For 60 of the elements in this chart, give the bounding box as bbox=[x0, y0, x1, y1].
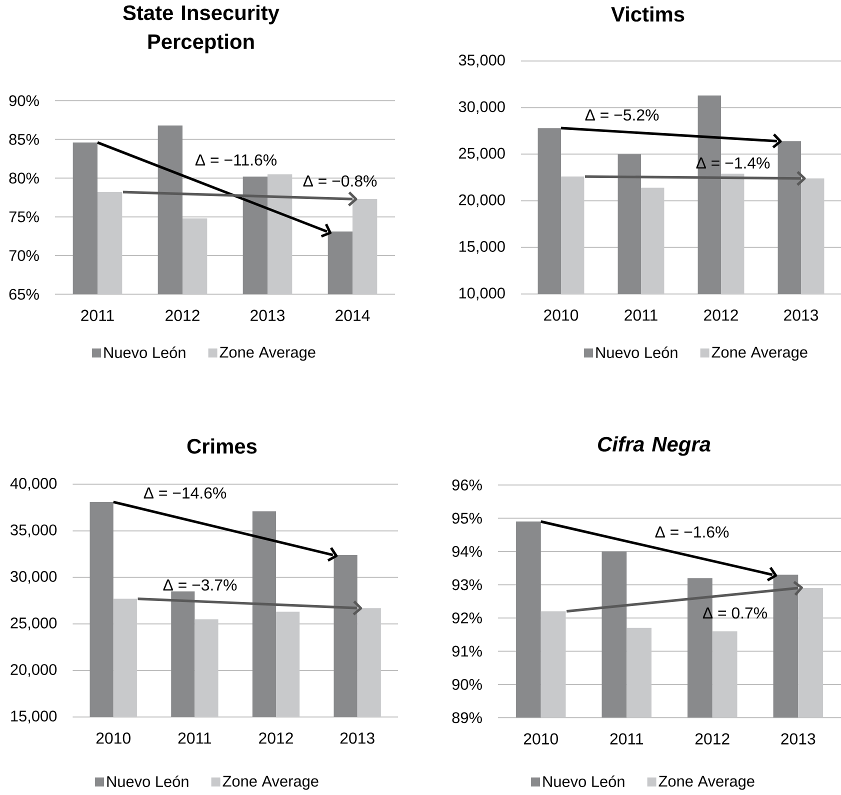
annotation: Δ = −0.8% bbox=[303, 175, 377, 187]
y-tick-label: 20,000 bbox=[459, 194, 505, 208]
y-tick-label: 25,000 bbox=[459, 148, 505, 161]
x-tick-label: 2010 bbox=[524, 733, 558, 744]
x-tick-label: 2013 bbox=[781, 733, 816, 744]
y-tick-label: 94% bbox=[452, 546, 482, 557]
x-tick-label: 2012 bbox=[166, 310, 200, 322]
x-tick-label: 2014 bbox=[336, 310, 370, 322]
legend-label: Nuevo León bbox=[596, 346, 678, 358]
legend-label: Nuevo León bbox=[543, 776, 624, 788]
y-tick-label: 70% bbox=[9, 250, 39, 262]
y-tick-label: 90% bbox=[452, 678, 482, 690]
chart-title: Crimes bbox=[187, 438, 257, 454]
y-tick-label: 95% bbox=[452, 512, 482, 524]
y-tick-label: 20,000 bbox=[10, 664, 57, 677]
y-tick-label: 15,000 bbox=[459, 241, 505, 254]
annotation: Δ = −5.2% bbox=[585, 109, 659, 121]
y-tick-label: 89% bbox=[452, 712, 482, 724]
x-tick-label: 2013 bbox=[340, 732, 374, 744]
y-tick-label: 75% bbox=[9, 211, 39, 222]
y-tick-label: 96% bbox=[452, 480, 482, 490]
x-tick-label: 2013 bbox=[784, 310, 818, 321]
legend-label: Zone Average bbox=[658, 776, 754, 790]
y-tick-label: 10,000 bbox=[459, 288, 505, 300]
y-tick-label: 15,000 bbox=[11, 710, 57, 724]
annotation: Δ = −1.6% bbox=[655, 526, 729, 538]
annotation: Δ = −14.6% bbox=[144, 487, 226, 499]
chart-title: Cifra Negra bbox=[598, 436, 710, 456]
x-tick-label: 2013 bbox=[250, 310, 285, 322]
y-tick-label: 30,000 bbox=[10, 570, 57, 584]
y-tick-label: 90% bbox=[9, 95, 39, 106]
legend-label: Nuevo León bbox=[104, 346, 186, 358]
chart-title: State Insecurity Perception bbox=[123, 4, 280, 54]
legend-label: Zone Average bbox=[222, 776, 318, 790]
x-tick-label: 2011 bbox=[624, 310, 658, 321]
y-tick-label: 85% bbox=[9, 134, 39, 145]
y-tick-label: 30,000 bbox=[458, 101, 505, 114]
y-tick-label: 65% bbox=[9, 288, 39, 300]
x-tick-label: 2010 bbox=[96, 732, 130, 744]
x-tick-label: 2012 bbox=[695, 733, 730, 744]
x-tick-label: 2012 bbox=[704, 310, 738, 321]
x-tick-label: 2012 bbox=[259, 732, 293, 744]
y-tick-label: 25,000 bbox=[10, 618, 57, 630]
x-tick-label: 2010 bbox=[544, 310, 578, 321]
y-tick-label: 40,000 bbox=[10, 478, 57, 491]
legend-label: Zone Average bbox=[712, 346, 808, 361]
y-tick-label: 35,000 bbox=[10, 524, 57, 538]
x-tick-label: 2011 bbox=[81, 310, 114, 322]
y-tick-label: 35,000 bbox=[458, 54, 505, 68]
annotation: Δ = −3.7% bbox=[163, 579, 237, 591]
y-tick-label: 93% bbox=[452, 579, 482, 590]
x-tick-label: 2011 bbox=[610, 733, 643, 744]
y-tick-label: 92% bbox=[452, 612, 482, 624]
annotation: Δ = −11.6% bbox=[195, 154, 277, 166]
y-tick-label: 80% bbox=[9, 172, 39, 184]
legend-label: Zone Average bbox=[220, 346, 316, 361]
x-tick-label: 2011 bbox=[178, 732, 212, 744]
legend-label: Nuevo León bbox=[107, 776, 188, 788]
y-tick-label: 91% bbox=[452, 646, 482, 657]
chart-title: Victims bbox=[611, 6, 684, 22]
